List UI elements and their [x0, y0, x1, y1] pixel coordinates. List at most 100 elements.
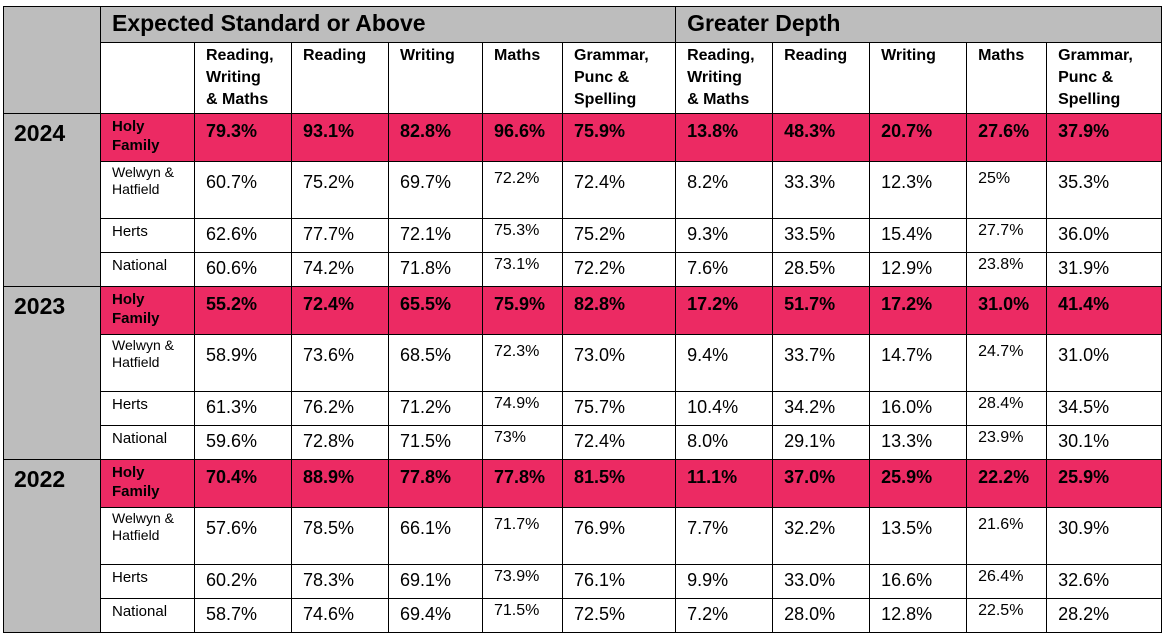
value-cell: 58.7%: [194, 598, 292, 633]
value-cell: 73.6%: [291, 334, 389, 392]
region-label: Holy Family: [100, 286, 195, 335]
value-cell: 66.1%: [388, 507, 483, 565]
value-cell: 28.5%: [772, 252, 871, 287]
col-header-gd-reading: Reading: [772, 42, 871, 114]
corner-cell: [3, 6, 101, 114]
value-cell: 76.2%: [291, 391, 389, 426]
value-cell: 55.2%: [194, 286, 292, 335]
school-row: 2023 Holy Family 55.2% 72.4% 65.5% 75.9% 82.8%…: [3, 286, 1163, 460]
value-cell: 73%: [482, 425, 563, 460]
value-cell: 11.1%: [675, 459, 774, 508]
value-cell: 71.5%: [388, 425, 483, 460]
value-cell: 22.2%: [966, 459, 1048, 508]
region-label: Welwyn & Hatfield: [100, 507, 195, 565]
value-cell: 75.3%: [482, 218, 563, 253]
region-label: Welwyn & Hatfield: [100, 161, 195, 219]
value-cell: 27.6%: [966, 113, 1048, 162]
value-cell: 28.2%: [1046, 598, 1163, 633]
value-cell: 32.6%: [1046, 564, 1163, 599]
value-cell: 75.2%: [561, 218, 677, 253]
value-cell: 31.0%: [966, 286, 1048, 335]
comparison-row: National 58.7% 74.6% 69.4% 71.5% 72.5% 7.2% 28.…: [4, 598, 1163, 633]
group-header-row: Expected Standard or Above Greater Depth: [3, 6, 1163, 114]
value-cell: 72.4%: [561, 425, 677, 460]
value-cell: 69.4%: [388, 598, 483, 633]
comparison-row: Welwyn & Hatfield 58.9% 73.6% 68.5% 72.3% 73.…: [4, 334, 1163, 392]
value-cell: 35.3%: [1046, 161, 1163, 219]
results-table: Expected Standard or Above Greater Depth…: [3, 6, 1163, 633]
value-cell: 21.6%: [966, 507, 1048, 565]
value-cell: 73.1%: [482, 252, 563, 287]
col-header-rwm: Reading, Writing & Maths: [194, 42, 292, 114]
year-label: 2024: [3, 113, 101, 287]
comparison-row: Welwyn & Hatfield 60.7% 75.2% 69.7% 72.2% 72.…: [4, 161, 1163, 219]
value-cell: 71.2%: [388, 391, 483, 426]
value-cell: 15.4%: [869, 218, 968, 253]
value-cell: 72.1%: [388, 218, 483, 253]
col-header-gd-writing: Writing: [869, 42, 968, 114]
value-cell: 76.9%: [561, 507, 677, 565]
value-cell: 20.7%: [869, 113, 968, 162]
region-label: Herts: [100, 564, 195, 599]
region-label: National: [100, 598, 195, 633]
comparison-row: Herts 62.6% 77.7% 72.1% 75.3% 75.2% 9.3% 33.5% 1…: [4, 218, 1163, 253]
value-cell: 69.1%: [388, 564, 483, 599]
value-cell: 31.9%: [1046, 252, 1163, 287]
value-cell: 33.3%: [772, 161, 871, 219]
region-label: Herts: [100, 218, 195, 253]
value-cell: 72.8%: [291, 425, 389, 460]
value-cell: 32.2%: [772, 507, 871, 565]
col-header-reading: Reading: [291, 42, 389, 114]
value-cell: 30.1%: [1046, 425, 1163, 460]
value-cell: 28.4%: [966, 391, 1048, 426]
value-cell: 10.4%: [675, 391, 774, 426]
value-cell: 73.0%: [561, 334, 677, 392]
value-cell: 7.2%: [675, 598, 774, 633]
value-cell: 34.2%: [772, 391, 871, 426]
value-cell: 37.0%: [772, 459, 871, 508]
value-cell: 13.5%: [869, 507, 968, 565]
value-cell: 51.7%: [772, 286, 871, 335]
value-cell: 27.7%: [966, 218, 1048, 253]
value-cell: 71.5%: [482, 598, 563, 633]
value-cell: 72.2%: [561, 252, 677, 287]
value-cell: 30.9%: [1046, 507, 1163, 565]
value-cell: 12.8%: [869, 598, 968, 633]
value-cell: 33.7%: [772, 334, 871, 392]
value-cell: 9.3%: [675, 218, 774, 253]
value-cell: 34.5%: [1046, 391, 1163, 426]
value-cell: 25%: [966, 161, 1048, 219]
value-cell: 31.0%: [1046, 334, 1163, 392]
value-cell: 36.0%: [1046, 218, 1163, 253]
value-cell: 74.2%: [291, 252, 389, 287]
value-cell: 78.5%: [291, 507, 389, 565]
comparison-row: National 59.6% 72.8% 71.5% 73% 72.4% 8.0% 29.1%…: [4, 425, 1163, 460]
value-cell: 13.8%: [675, 113, 774, 162]
value-cell: 75.7%: [561, 391, 677, 426]
value-cell: 33.0%: [772, 564, 871, 599]
value-cell: 78.3%: [291, 564, 389, 599]
value-cell: 16.0%: [869, 391, 968, 426]
school-row: 2024 Holy Family 79.3% 93.1% 82.8% 96.6% 75.9%…: [3, 113, 1163, 287]
value-cell: 70.4%: [194, 459, 292, 508]
comparison-row: Herts 60.2% 78.3% 69.1% 73.9% 76.1% 9.9% 33.0% 1…: [4, 564, 1163, 599]
col-header-gd-maths: Maths: [966, 42, 1048, 114]
year-label: 2023: [3, 286, 101, 460]
col-header-gps: Grammar, Punc & Spelling: [561, 42, 677, 114]
value-cell: 82.8%: [561, 286, 677, 335]
value-cell: 13.3%: [869, 425, 968, 460]
value-cell: 23.8%: [966, 252, 1048, 287]
value-cell: 81.5%: [561, 459, 677, 508]
value-cell: 71.7%: [482, 507, 563, 565]
year-label: 2022: [3, 459, 101, 633]
value-cell: 25.9%: [869, 459, 968, 508]
value-cell: 7.6%: [675, 252, 774, 287]
value-cell: 57.6%: [194, 507, 292, 565]
value-cell: 14.7%: [869, 334, 968, 392]
value-cell: 25.9%: [1046, 459, 1163, 508]
value-cell: 69.7%: [388, 161, 483, 219]
value-cell: 9.4%: [675, 334, 774, 392]
region-label: National: [100, 252, 195, 287]
value-cell: 75.2%: [291, 161, 389, 219]
value-cell: 77.8%: [482, 459, 563, 508]
